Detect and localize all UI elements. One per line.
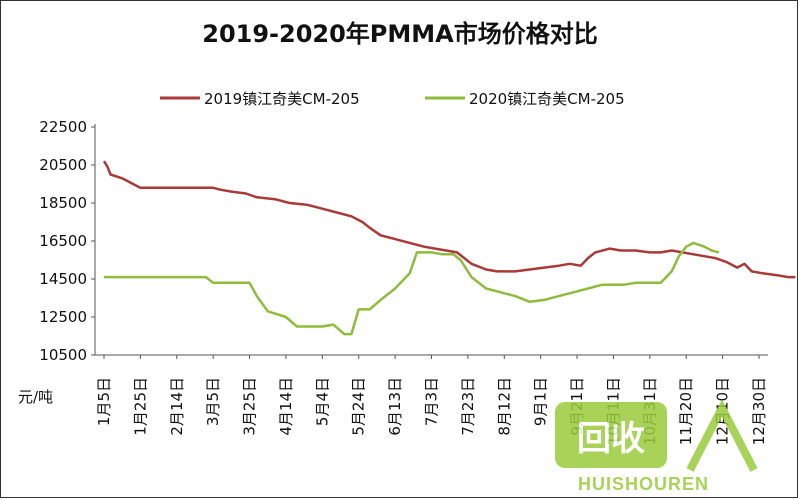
x-tick-label: 7月3日 xyxy=(423,377,441,426)
y-tick-label: 20500 xyxy=(39,156,87,174)
x-tick-label: 7月23日 xyxy=(459,377,477,436)
legend: 2019镇江奇美CM-205 2020镇江奇美CM-205 xyxy=(160,90,625,108)
watermark-text: HUISHOUREN xyxy=(578,474,710,494)
legend-label-2019: 2019镇江奇美CM-205 xyxy=(204,90,360,108)
axes xyxy=(94,124,768,356)
x-tick-label: 1月25日 xyxy=(131,377,149,436)
series-group xyxy=(102,160,796,336)
x-tick-label: 4月14日 xyxy=(277,377,295,436)
y-tick-label: 10500 xyxy=(39,346,87,364)
legend-label-2020: 2020镇江奇美CM-205 xyxy=(469,90,625,108)
x-tick-label: 8月12日 xyxy=(495,377,513,436)
chart-title: 2019-2020年PMMA市场价格对比 xyxy=(202,20,598,48)
x-tick-label: 3月5日 xyxy=(204,377,222,426)
y-axis-ticks: 10500 12500 14500 16500 18500 20500 22500 xyxy=(39,118,95,364)
x-tick-label: 3月25日 xyxy=(241,377,259,436)
y-tick-label: 18500 xyxy=(39,194,87,212)
series-line-2020 xyxy=(104,241,720,336)
watermark-mark: 回收 xyxy=(577,419,645,459)
y-tick-label: 12500 xyxy=(39,308,87,326)
x-tick-label: 5月24日 xyxy=(350,377,368,436)
y-tick-label: 16500 xyxy=(39,232,87,250)
x-tick-label: 2月14日 xyxy=(168,377,186,436)
x-tick-label: 12月30日 xyxy=(750,377,768,445)
series-line-2019 xyxy=(102,160,796,279)
y-tick-label: 22500 xyxy=(39,118,87,136)
x-tick-label: 9月1日 xyxy=(532,377,550,426)
x-axis-ticks: 1月5日 1月25日 2月14日 3月5日 3月25日 4月14日 5月4日 5月24日 6月1… xyxy=(95,355,768,445)
x-tick-label: 5月4日 xyxy=(313,377,331,426)
watermark-logo: 回收 xyxy=(555,399,758,472)
y-axis-unit-label: 元/吨 xyxy=(18,388,53,406)
x-tick-label: 6月13日 xyxy=(386,377,404,436)
y-tick-label: 14500 xyxy=(39,270,87,288)
x-tick-label: 11月20日 xyxy=(677,377,695,445)
x-tick-label: 1月5日 xyxy=(95,377,113,426)
